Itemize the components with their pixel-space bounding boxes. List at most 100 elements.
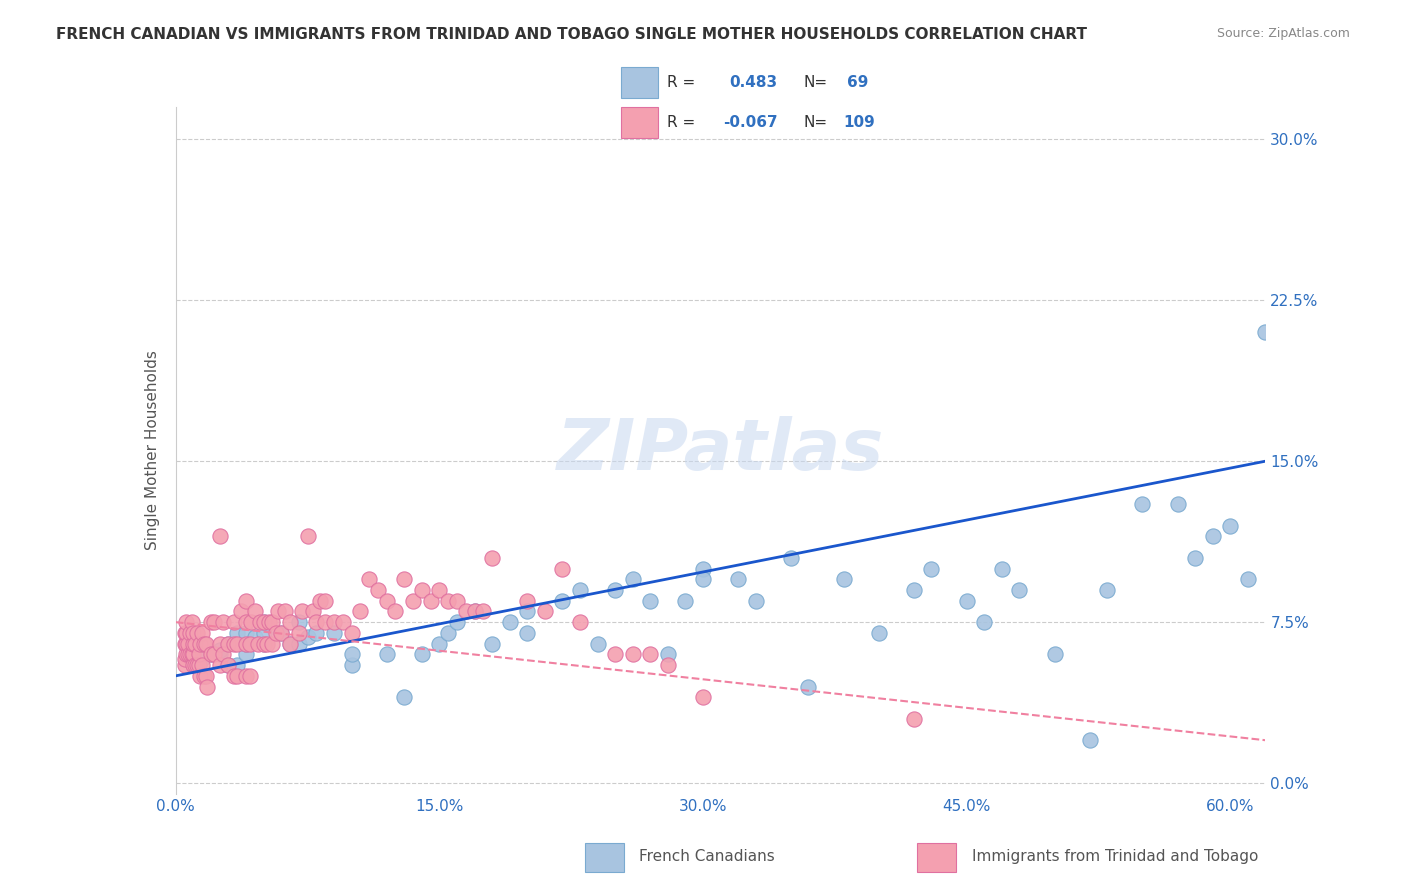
Point — [204, 648, 226, 662]
Point — [184, 637, 207, 651]
Point — [323, 615, 346, 630]
Point — [288, 637, 311, 651]
Point — [183, 658, 205, 673]
Point — [727, 572, 749, 586]
Point — [375, 593, 398, 607]
Point — [675, 593, 697, 607]
Point — [270, 626, 292, 640]
Point — [253, 615, 276, 630]
Point — [499, 615, 522, 630]
Text: FRENCH CANADIAN VS IMMIGRANTS FROM TRINIDAD AND TOBAGO SINGLE MOTHER HOUSEHOLDS : FRENCH CANADIAN VS IMMIGRANTS FROM TRINI… — [56, 27, 1087, 42]
Point — [200, 615, 222, 630]
Point — [569, 582, 592, 597]
Point — [226, 669, 249, 683]
Point — [349, 604, 371, 618]
Point — [309, 593, 332, 607]
Point — [226, 637, 249, 651]
Point — [239, 669, 262, 683]
Point — [586, 637, 609, 651]
Point — [208, 637, 231, 651]
Point — [235, 637, 257, 651]
Point — [605, 582, 627, 597]
Point — [569, 615, 592, 630]
Bar — [621, 67, 658, 98]
Point — [446, 615, 468, 630]
Point — [174, 637, 197, 651]
Point — [226, 626, 249, 640]
Point — [402, 593, 425, 607]
Point — [1272, 164, 1295, 178]
Point — [188, 669, 212, 683]
Point — [177, 648, 200, 662]
Point — [208, 529, 231, 543]
Point — [217, 658, 239, 673]
Point — [187, 658, 209, 673]
Point — [305, 615, 328, 630]
Point — [472, 604, 495, 618]
Point — [1202, 529, 1225, 543]
Point — [1237, 572, 1260, 586]
Point — [1008, 582, 1031, 597]
Point — [437, 626, 460, 640]
Point — [240, 615, 263, 630]
Point — [200, 648, 222, 662]
Point — [187, 648, 209, 662]
Point — [621, 648, 644, 662]
Point — [235, 648, 257, 662]
Point — [243, 630, 266, 644]
Point — [262, 637, 284, 651]
Point — [278, 615, 301, 630]
Point — [235, 669, 257, 683]
Point — [516, 593, 538, 607]
Point — [193, 637, 215, 651]
Point — [174, 648, 197, 662]
Point — [332, 615, 354, 630]
Point — [481, 550, 503, 565]
Point — [1254, 326, 1277, 340]
Point — [262, 615, 284, 630]
Point — [305, 626, 328, 640]
Point — [692, 572, 714, 586]
Point — [745, 593, 768, 607]
Point — [394, 690, 416, 705]
Text: -0.067: -0.067 — [723, 115, 778, 129]
Point — [1043, 648, 1066, 662]
Point — [212, 615, 235, 630]
Text: Immigrants from Trinidad and Tobago: Immigrants from Trinidad and Tobago — [972, 849, 1258, 863]
Point — [253, 637, 276, 651]
Point — [640, 593, 662, 607]
Text: French Canadians: French Canadians — [640, 849, 775, 863]
Point — [247, 637, 270, 651]
Point — [222, 615, 245, 630]
Text: R =: R = — [668, 76, 696, 90]
Point — [186, 658, 208, 673]
Point — [657, 658, 679, 673]
Text: 0.483: 0.483 — [730, 76, 778, 90]
Point — [235, 637, 257, 651]
Text: 69: 69 — [846, 76, 868, 90]
Point — [551, 593, 574, 607]
Text: N=: N= — [803, 76, 828, 90]
Point — [297, 529, 319, 543]
Point — [534, 604, 557, 618]
Point — [340, 658, 363, 673]
Text: N=: N= — [803, 115, 828, 129]
Point — [204, 615, 226, 630]
Point — [446, 593, 468, 607]
Point — [217, 637, 239, 651]
Point — [1184, 550, 1206, 565]
Point — [340, 648, 363, 662]
Point — [921, 561, 943, 575]
Point — [256, 637, 278, 651]
Point — [427, 582, 450, 597]
Point — [217, 658, 239, 673]
Point — [191, 651, 214, 665]
Point — [217, 637, 239, 651]
Point — [367, 582, 389, 597]
Point — [903, 712, 925, 726]
Point — [411, 648, 433, 662]
Point — [640, 648, 662, 662]
Point — [903, 582, 925, 597]
Point — [832, 572, 855, 586]
Text: Source: ZipAtlas.com: Source: ZipAtlas.com — [1216, 27, 1350, 40]
